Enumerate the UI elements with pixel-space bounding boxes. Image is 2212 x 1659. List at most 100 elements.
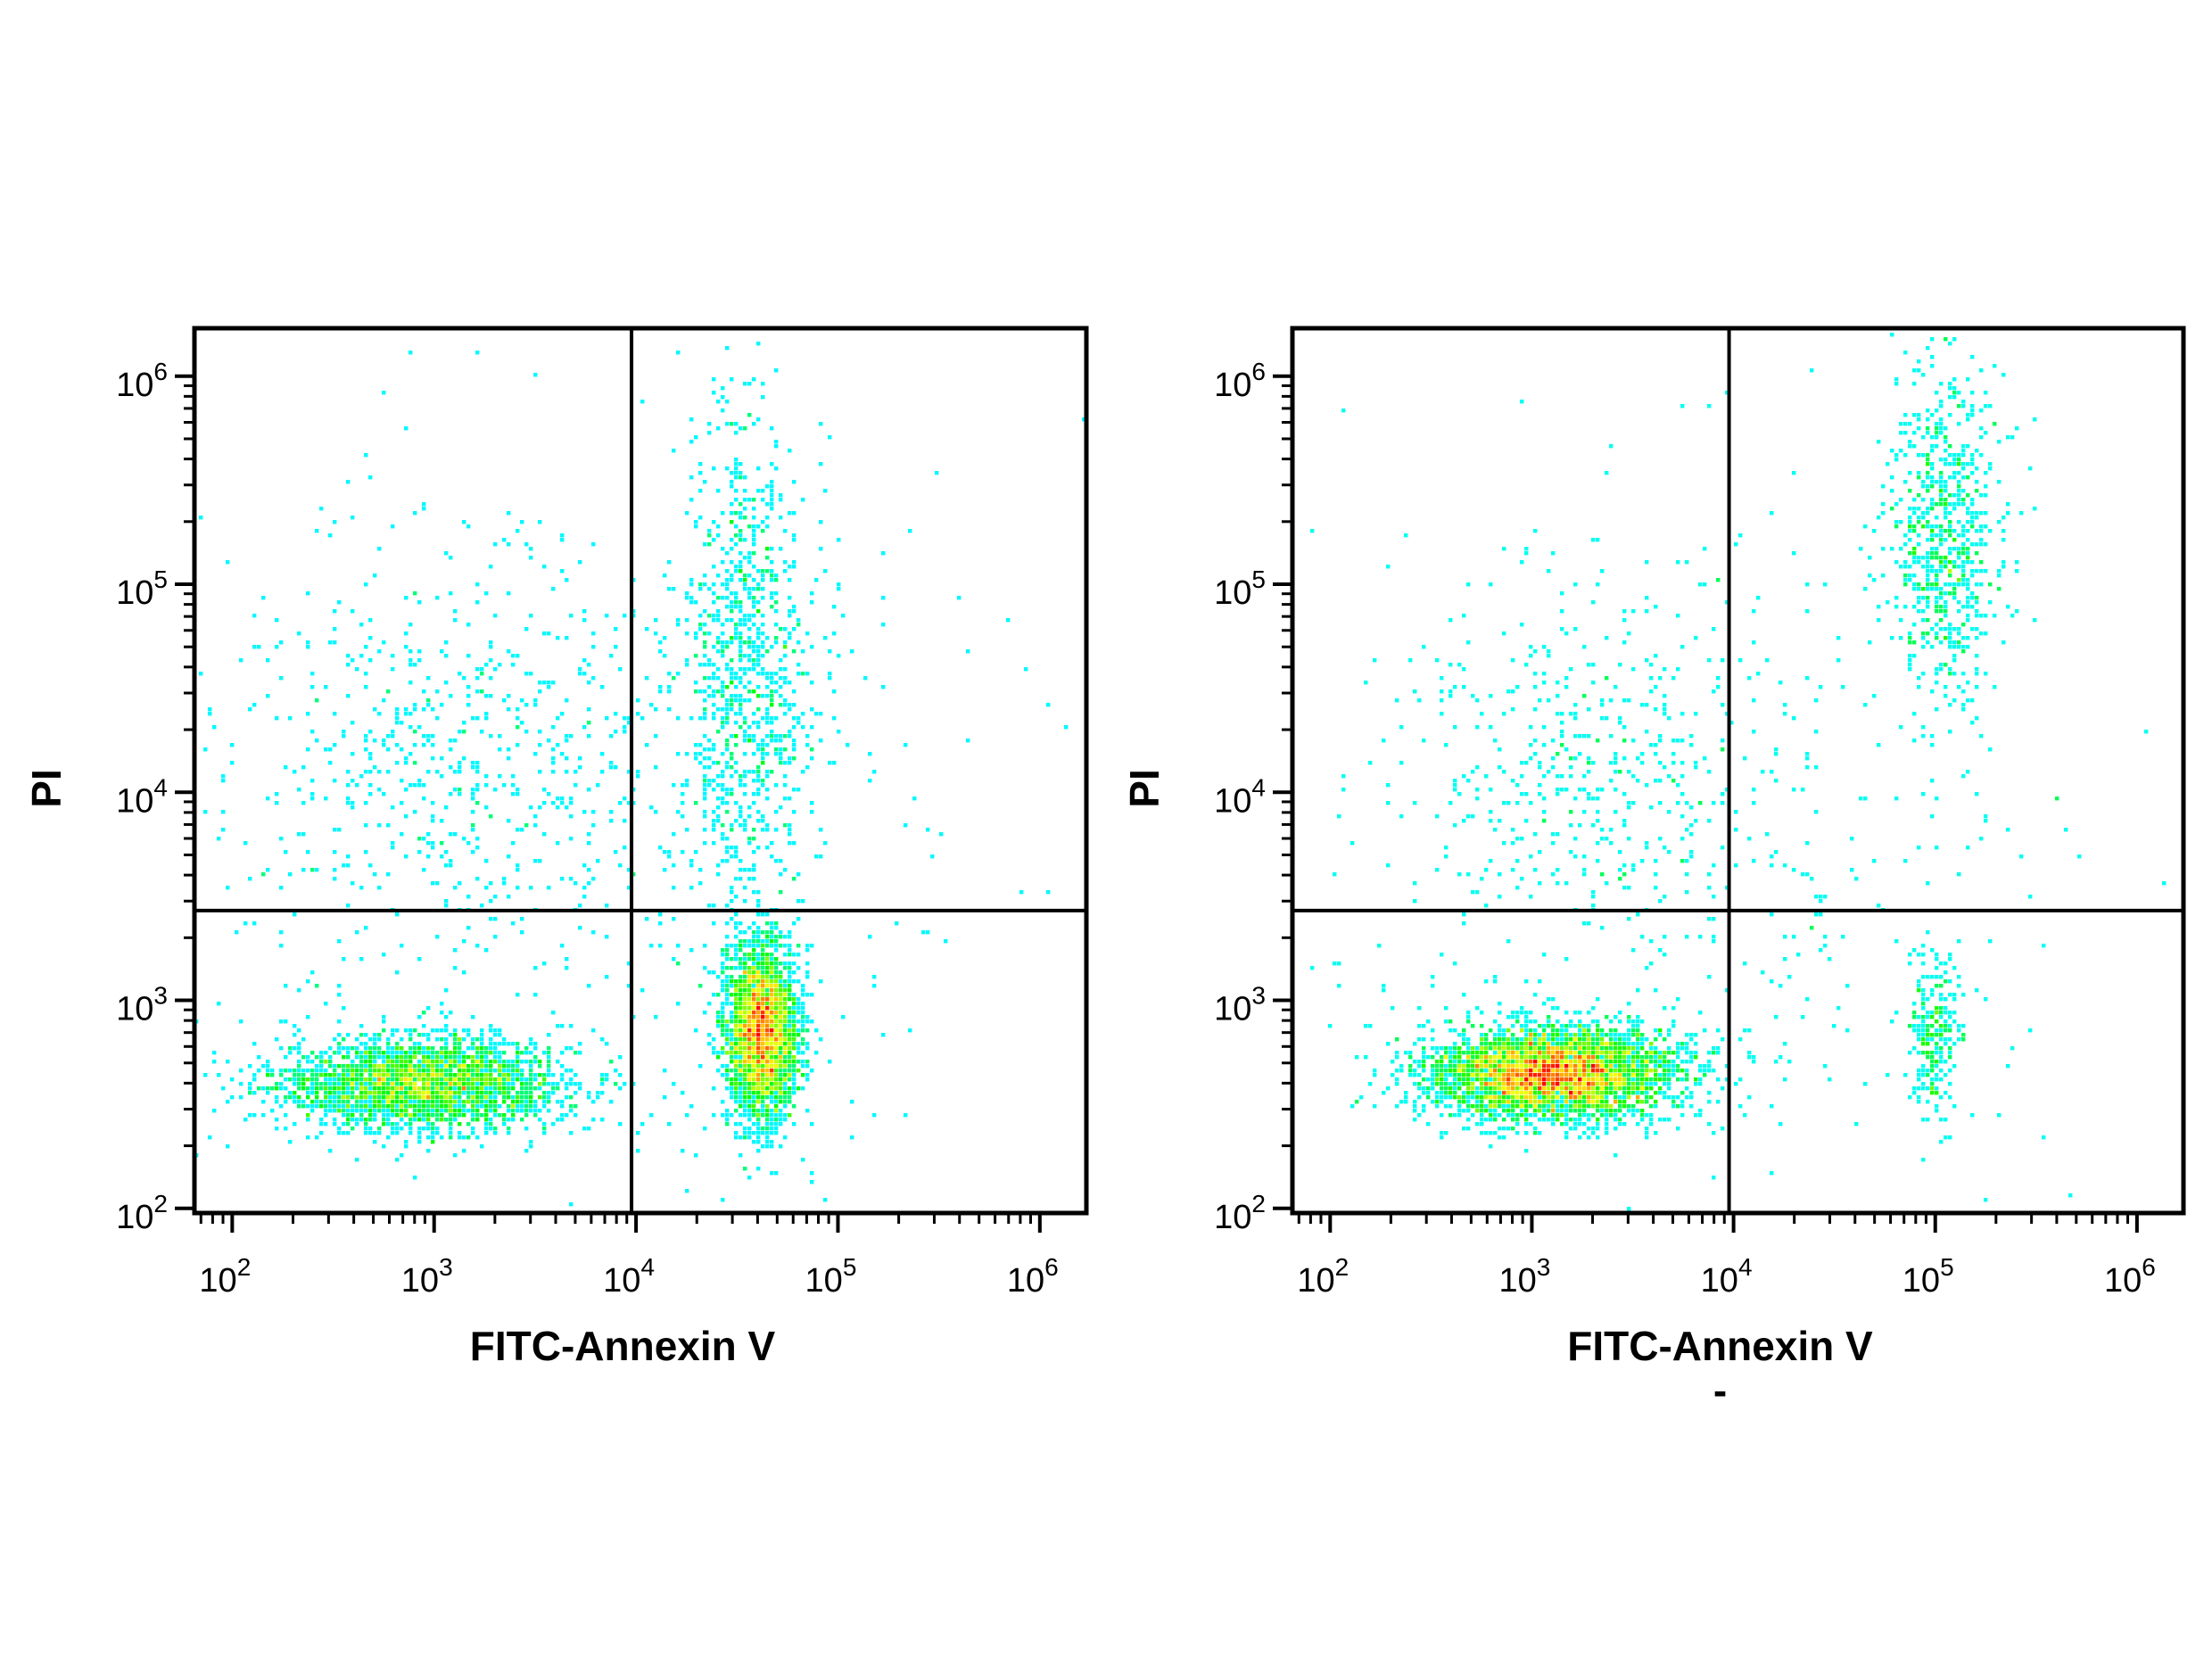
event-dot: [1582, 1104, 1587, 1109]
event-dot: [493, 1082, 498, 1086]
event-dot: [752, 921, 756, 926]
event-dot: [1506, 1073, 1511, 1077]
event-dot: [417, 1135, 422, 1140]
event-dot: [493, 1127, 498, 1131]
event-dot: [752, 993, 756, 997]
event-dot: [1498, 1077, 1502, 1082]
event-dot: [796, 997, 801, 1002]
event-dot: [739, 774, 743, 779]
event-dot: [1533, 1086, 1538, 1091]
event-dot: [770, 734, 774, 739]
event-dot: [342, 1082, 346, 1086]
event-dot: [1515, 1100, 1520, 1104]
event-dot: [783, 667, 788, 672]
event-dot: [1426, 1122, 1431, 1127]
event-dot: [1431, 1064, 1435, 1069]
event-dot: [1551, 1069, 1556, 1073]
event-dot: [409, 649, 413, 654]
event-dot: [417, 1077, 422, 1082]
event-dot: [1596, 1109, 1600, 1113]
event-dot: [1631, 1086, 1636, 1091]
event-dot: [342, 1037, 346, 1042]
event-dot: [810, 725, 814, 730]
event-dot: [1645, 1135, 1649, 1140]
event-dot: [422, 734, 426, 739]
event-dot: [1912, 1086, 1917, 1091]
event-dot: [1466, 1015, 1471, 1019]
event-dot: [239, 658, 243, 663]
event-dot: [1921, 1064, 1926, 1069]
event-dot: [386, 1077, 391, 1082]
event-dot: [779, 962, 783, 966]
event-dot: [739, 1037, 743, 1042]
event-dot: [770, 770, 774, 774]
event-dot: [1417, 1113, 1422, 1118]
event-dot: [783, 1042, 788, 1046]
event-dot: [538, 520, 542, 524]
event-dot: [565, 1069, 569, 1073]
event-dot: [1930, 1055, 1935, 1060]
event-dot: [765, 939, 770, 944]
event-dot: [1658, 1118, 1663, 1122]
event-dot: [721, 1113, 725, 1118]
event-dot: [507, 1091, 511, 1095]
event-dot: [1466, 1019, 1471, 1024]
event-dot: [631, 609, 636, 614]
event-dot: [1609, 1082, 1614, 1086]
event-dot: [685, 663, 689, 667]
event-dot: [1961, 993, 1966, 997]
event-dot: [739, 565, 743, 569]
event-dot: [1569, 1095, 1573, 1100]
event-dot: [689, 886, 694, 890]
event-dot: [435, 1051, 440, 1055]
event-dot: [1413, 1069, 1417, 1073]
event-dot: [511, 1082, 516, 1086]
event-dot: [752, 930, 756, 935]
event-dot: [805, 1042, 810, 1046]
event-dot: [752, 1104, 756, 1109]
event-dot: [404, 426, 409, 431]
event-dot: [1484, 1077, 1489, 1082]
event-dot: [1926, 1037, 1930, 1042]
event-dot: [783, 774, 788, 779]
event-dot: [1511, 1095, 1515, 1100]
event-dot: [904, 1113, 908, 1118]
event-dot: [1939, 605, 1944, 609]
event-dot: [1649, 1118, 1654, 1122]
event-dot: [730, 1011, 734, 1015]
event-dot: [1912, 1015, 1917, 1019]
event-dot: [1462, 1095, 1466, 1100]
event-dot: [792, 1033, 796, 1037]
event-dot: [1680, 1042, 1685, 1046]
event-dot: [1631, 1055, 1636, 1060]
event-dot: [743, 939, 747, 944]
event-dot: [1569, 1019, 1573, 1024]
event-dot: [1908, 640, 1912, 645]
event-dot: [770, 970, 774, 975]
event-dot: [1457, 1073, 1462, 1077]
event-dot: [382, 953, 386, 957]
event-dot: [542, 1091, 547, 1095]
event-dot: [520, 1077, 524, 1082]
event-dot: [431, 801, 435, 805]
event-dot: [587, 1095, 591, 1100]
event-dot: [1533, 993, 1538, 997]
event-dot: [743, 1046, 747, 1051]
event-dot: [1591, 1042, 1596, 1046]
event-dot: [413, 1051, 417, 1055]
event-dot: [774, 979, 779, 984]
event-dot: [1506, 1028, 1511, 1033]
event-dot: [435, 716, 440, 721]
event-dot: [355, 1095, 359, 1100]
event-dot: [547, 1073, 551, 1077]
event-dot: [1957, 975, 1961, 979]
event-dot: [819, 712, 823, 716]
event-dot: [698, 471, 703, 475]
event-dot: [346, 654, 351, 658]
event-dot: [756, 926, 761, 930]
event-dot: [747, 658, 752, 663]
event-dot: [489, 694, 493, 698]
event-dot: [734, 966, 739, 970]
event-dot: [765, 988, 770, 993]
event-dot: [707, 1042, 712, 1046]
